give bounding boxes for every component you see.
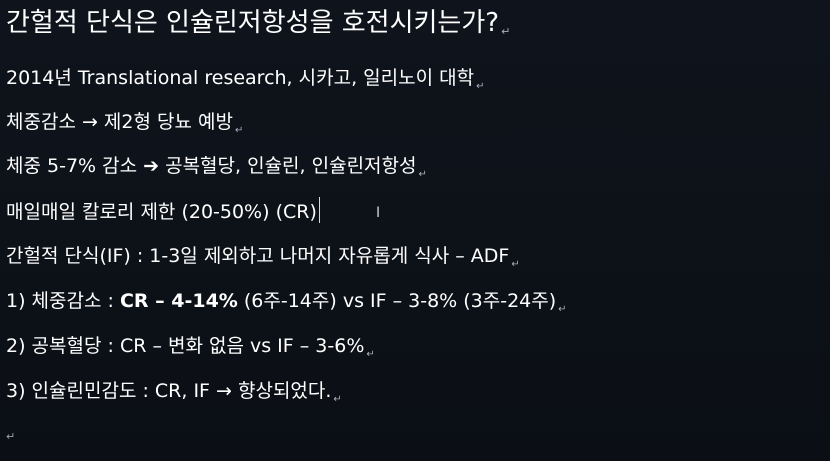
- line-2-text: 체중감소 → 제2형 당뇨 예방: [6, 111, 233, 133]
- paragraph-mark: ↵: [333, 394, 342, 405]
- paragraph-mark: ↵: [501, 25, 511, 38]
- line-3: 체중 5-7% 감소 ➔ 공복혈당, 인슐린, 인슐린저항성 ↵: [6, 152, 427, 184]
- line-6: 1) 체중감소 : CR – 4-14% (6주-14주) vs IF – 3-…: [6, 287, 567, 319]
- line-8: 3) 인슐린민감도 : CR, IF → 향상되었다. ↵: [6, 377, 342, 409]
- line-3-text: 체중 5-7% 감소 ➔ 공복혈당, 인슐린, 인슐린저항성: [6, 155, 417, 177]
- line-2: 체중감소 → 제2형 당뇨 예방 ↵: [6, 108, 243, 140]
- line-5: 간헐적 단식(IF) : 1-3일 제외하고 나머지 자유롭게 식사 – ADF…: [6, 242, 520, 274]
- line-4-text: 매일매일 칼로리 제한 (20-50%) (CR): [6, 201, 317, 223]
- paragraph-mark: ↵: [418, 169, 427, 180]
- text-cursor-icon: I: [376, 205, 381, 221]
- document-title-text: 간헐적 단식은 인슐린저항성을 호전시키는가?: [6, 8, 500, 38]
- paragraph-mark: ↵: [234, 125, 244, 136]
- line-6-bold: CR – 4-14%: [119, 290, 238, 312]
- paragraph-mark: ↵: [476, 81, 485, 92]
- line-1-text: 2014년 Translational research, 시카고, 일리노이 …: [6, 67, 475, 89]
- line-8-text: 3) 인슐린민감도 : CR, IF → 향상되었다.: [6, 380, 332, 402]
- line-1: 2014년 Translational research, 시카고, 일리노이 …: [6, 64, 484, 96]
- line-7-text: 2) 공복혈당 : CR – 변화 없음 vs IF – 3-6%: [6, 335, 365, 357]
- text-caret: [318, 197, 320, 223]
- line-7: 2) 공복혈당 : CR – 변화 없음 vs IF – 3-6% ↵: [6, 332, 375, 364]
- line-6-prefix: 1) 체중감소 :: [6, 290, 120, 312]
- paragraph-mark: ↵: [558, 304, 567, 315]
- line-6-suffix: (6주-14주) vs IF – 3-8% (3주-24주): [237, 290, 557, 312]
- line-5-text: 간헐적 단식(IF) : 1-3일 제외하고 나머지 자유롭게 식사 – ADF: [6, 245, 510, 267]
- paragraph-mark: ↵: [511, 259, 520, 270]
- paragraph-mark: ↵: [366, 349, 375, 360]
- line-4: 매일매일 칼로리 제한 (20-50%) (CR): [6, 197, 320, 226]
- document-title: 간헐적 단식은 인슐린저항성을 호전시키는가? ↵: [6, 4, 510, 47]
- paragraph-mark: ↵: [6, 430, 16, 443]
